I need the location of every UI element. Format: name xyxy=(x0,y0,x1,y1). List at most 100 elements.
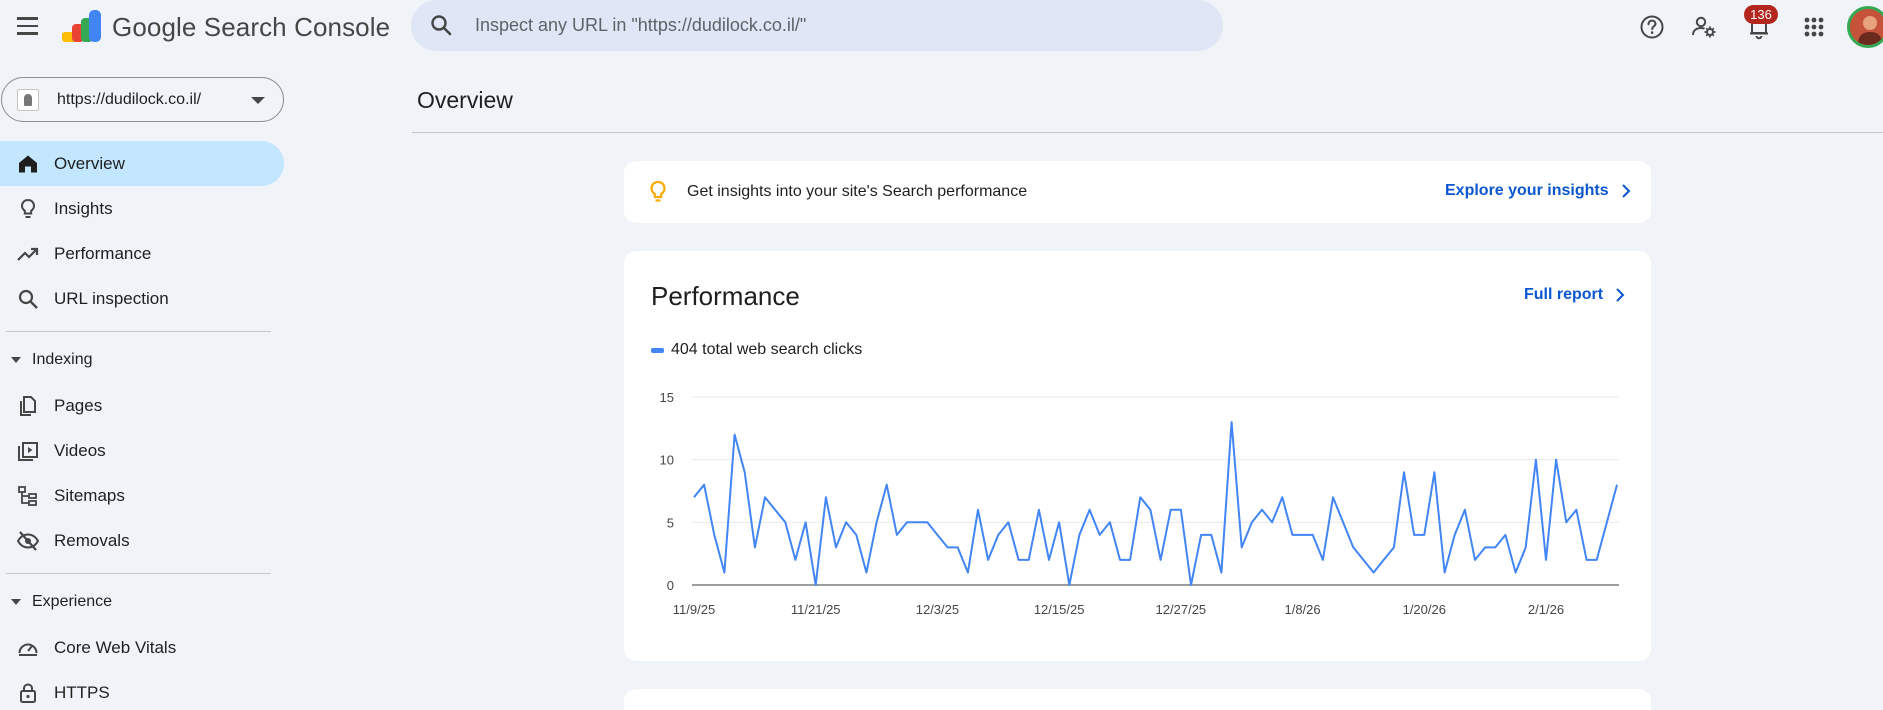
data-point[interactable] xyxy=(1146,506,1154,514)
data-point[interactable] xyxy=(873,518,881,526)
data-point[interactable] xyxy=(1501,531,1509,539)
data-point[interactable] xyxy=(1390,543,1398,551)
sidebar-item-removals[interactable]: Removals xyxy=(0,518,284,563)
data-point[interactable] xyxy=(1370,568,1378,576)
sidebar-item-sitemaps[interactable]: Sitemaps xyxy=(0,473,284,518)
data-point[interactable] xyxy=(1055,518,1063,526)
data-point[interactable] xyxy=(1410,531,1418,539)
sidebar-item-pages[interactable]: Pages xyxy=(0,383,284,428)
data-point[interactable] xyxy=(1420,531,1428,539)
data-point[interactable] xyxy=(1207,531,1215,539)
data-point[interactable] xyxy=(842,518,850,526)
data-point[interactable] xyxy=(781,518,789,526)
data-point[interactable] xyxy=(1339,518,1347,526)
data-point[interactable] xyxy=(1187,581,1195,589)
data-point[interactable] xyxy=(690,493,698,501)
data-point[interactable] xyxy=(1430,468,1438,476)
data-point[interactable] xyxy=(832,543,840,551)
data-point[interactable] xyxy=(1025,556,1033,564)
data-point[interactable] xyxy=(1552,456,1560,464)
data-point[interactable] xyxy=(1319,556,1327,564)
performance-line-chart[interactable]: 0 5 10 15 11/9/25 11/21/25 12/3/25 12/15/25 12/2… xyxy=(624,251,1651,661)
data-point[interactable] xyxy=(1593,556,1601,564)
data-point[interactable] xyxy=(1035,506,1043,514)
data-point[interactable] xyxy=(1359,556,1367,564)
account-avatar[interactable] xyxy=(1847,6,1883,48)
data-point[interactable] xyxy=(1238,543,1246,551)
data-point[interactable] xyxy=(1288,531,1296,539)
data-point[interactable] xyxy=(883,481,891,489)
data-point[interactable] xyxy=(1045,556,1053,564)
data-point[interactable] xyxy=(1309,531,1317,539)
data-point[interactable] xyxy=(1522,543,1530,551)
property-selector[interactable]: https://dudilock.co.il/ xyxy=(1,77,284,122)
data-point[interactable] xyxy=(1329,493,1337,501)
data-point[interactable] xyxy=(751,543,759,551)
data-point[interactable] xyxy=(1004,518,1012,526)
data-point[interactable] xyxy=(1380,556,1388,564)
sidebar-item-performance[interactable]: Performance xyxy=(0,231,284,276)
full-report-link[interactable]: Full report xyxy=(1524,286,1625,304)
data-point[interactable] xyxy=(741,468,749,476)
data-point[interactable] xyxy=(903,518,911,526)
explore-insights-link[interactable]: Explore your insights xyxy=(1445,182,1631,200)
data-point[interactable] xyxy=(1542,556,1550,564)
data-point[interactable] xyxy=(1461,506,1469,514)
data-point[interactable] xyxy=(1015,556,1023,564)
data-point[interactable] xyxy=(862,568,870,576)
url-inspection-search[interactable] xyxy=(411,0,1223,51)
data-point[interactable] xyxy=(1177,506,1185,514)
sidebar-item-videos[interactable]: Videos xyxy=(0,428,284,473)
data-point[interactable] xyxy=(1400,468,1408,476)
sidebar-item-url-inspection[interactable]: URL inspection xyxy=(0,276,284,321)
data-point[interactable] xyxy=(1197,531,1205,539)
data-point[interactable] xyxy=(761,493,769,501)
data-point[interactable] xyxy=(1268,518,1276,526)
data-point[interactable] xyxy=(1096,531,1104,539)
search-icon[interactable] xyxy=(429,13,453,37)
data-point[interactable] xyxy=(852,531,860,539)
data-point[interactable] xyxy=(1451,531,1459,539)
manage-users-icon[interactable] xyxy=(1690,13,1718,41)
data-point[interactable] xyxy=(1512,568,1520,576)
sidebar-section-indexing[interactable]: Indexing xyxy=(0,342,270,378)
data-point[interactable] xyxy=(771,506,779,514)
product-name[interactable]: Google Search Console xyxy=(112,12,391,42)
data-point[interactable] xyxy=(1217,568,1225,576)
data-point[interactable] xyxy=(1167,506,1175,514)
data-point[interactable] xyxy=(944,543,952,551)
data-point[interactable] xyxy=(1228,418,1236,426)
data-point[interactable] xyxy=(1126,556,1134,564)
data-point[interactable] xyxy=(731,431,739,439)
data-point[interactable] xyxy=(893,531,901,539)
data-point[interactable] xyxy=(1349,543,1357,551)
help-icon[interactable] xyxy=(1638,13,1666,41)
data-point[interactable] xyxy=(1116,556,1124,564)
data-point[interactable] xyxy=(1471,556,1479,564)
data-point[interactable] xyxy=(1065,581,1073,589)
search-console-logo[interactable] xyxy=(62,10,102,44)
data-point[interactable] xyxy=(1613,481,1621,489)
data-point[interactable] xyxy=(700,481,708,489)
data-point[interactable] xyxy=(954,543,962,551)
data-point[interactable] xyxy=(1136,493,1144,501)
data-point[interactable] xyxy=(1278,493,1286,501)
main-menu-icon[interactable] xyxy=(14,12,42,40)
data-point[interactable] xyxy=(720,568,728,576)
apps-grid-icon[interactable] xyxy=(1800,13,1828,41)
data-point[interactable] xyxy=(1086,506,1094,514)
data-point[interactable] xyxy=(964,568,972,576)
data-point[interactable] xyxy=(974,506,982,514)
data-point[interactable] xyxy=(984,556,992,564)
data-point[interactable] xyxy=(1248,518,1256,526)
data-point[interactable] xyxy=(1441,568,1449,576)
sidebar-section-experience[interactable]: Experience xyxy=(0,584,270,620)
data-point[interactable] xyxy=(1299,531,1307,539)
data-point[interactable] xyxy=(923,518,931,526)
data-point[interactable] xyxy=(1532,456,1540,464)
chart-legend[interactable]: 404 total web search clicks xyxy=(651,341,862,359)
data-point[interactable] xyxy=(791,556,799,564)
data-point[interactable] xyxy=(1106,518,1114,526)
clicks-series-line[interactable] xyxy=(693,421,1618,586)
data-point[interactable] xyxy=(812,581,820,589)
